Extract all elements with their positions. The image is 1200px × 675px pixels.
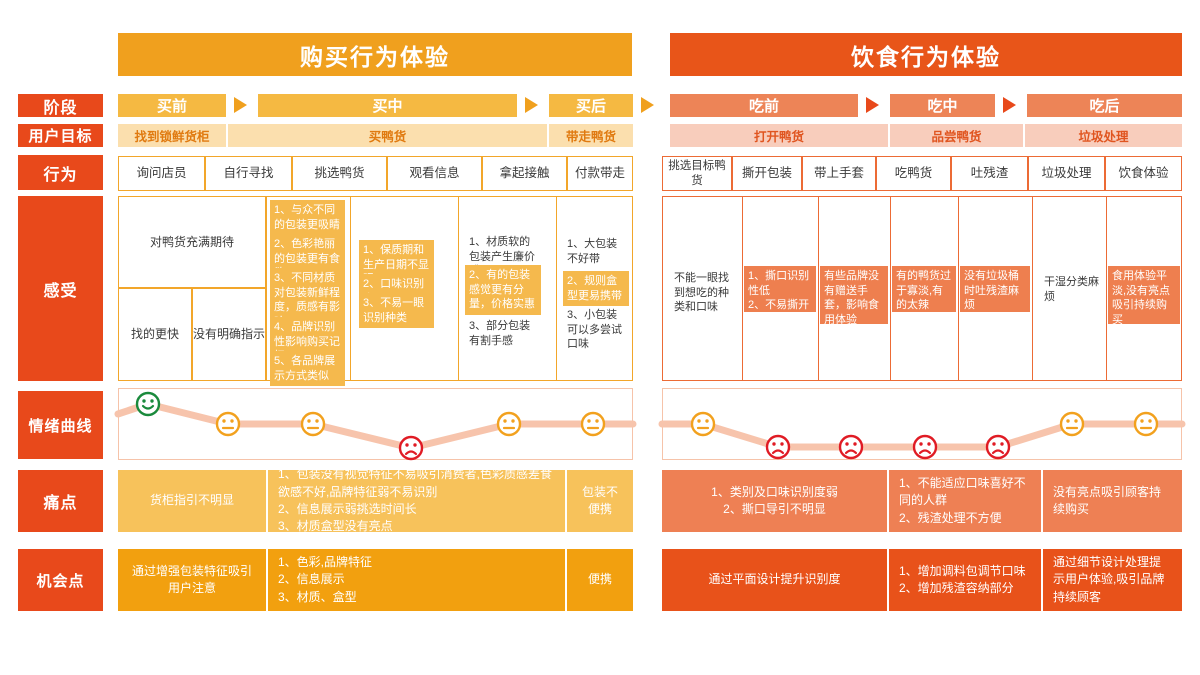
arrow-right-icon	[641, 97, 654, 113]
row-label-emotion-curve: 情绪曲线	[18, 391, 103, 459]
stage-eat-1[interactable]: 吃中	[890, 94, 995, 117]
feeling-divider	[1106, 196, 1108, 381]
feeling-buy-note-13: 3、小包装可以多尝试口味	[567, 309, 622, 351]
arrow-right-icon	[234, 97, 247, 113]
behavior-buy-0[interactable]: 询问店员	[118, 156, 205, 191]
feeling-buy-expect: 对鸭货充满期待	[118, 196, 266, 288]
arrow-right-icon	[1003, 97, 1016, 113]
behavior-eat-3[interactable]: 吃鸭货	[876, 156, 951, 191]
opportunity-eat-2: 通过细节设计处理提示用户体验,吸引品牌持续顾客	[1043, 549, 1182, 611]
feeling-buy-faster: 找的更快	[118, 288, 192, 381]
goal-buy-0: 找到锁鲜货柜	[118, 124, 226, 147]
emotion-curve-svg	[114, 400, 1186, 452]
behavior-eat-6[interactable]: 饮食体验	[1105, 156, 1182, 191]
behavior-buy-1[interactable]: 自行寻找	[205, 156, 292, 191]
feeling-buy-note-9: 2、有的包装感觉更有分量，价格实惠	[465, 265, 541, 315]
pain-point-buy-1: 1、包装没有视觉特征不易吸引消费者,色彩质感差食欲感不好,品牌特征弱不易识别 2…	[268, 467, 565, 533]
feeling-divider	[266, 196, 268, 381]
goal-buy-1: 买鸭货	[228, 124, 547, 147]
behavior-eat-5[interactable]: 垃圾处理	[1028, 156, 1105, 191]
row-label-pain-points: 痛点	[18, 470, 103, 532]
goal-buy-2: 带走鸭货	[549, 124, 633, 147]
stage-eat-2[interactable]: 吃后	[1027, 94, 1182, 117]
row-label-behavior: 行为	[18, 155, 103, 190]
opportunity-eat-0: 通过平面设计提升识别度	[662, 549, 887, 611]
goal-eat-1: 品尝鸭货	[890, 124, 1023, 147]
stage-buy-1[interactable]: 买中	[258, 94, 517, 117]
feeling-divider	[818, 196, 820, 381]
banner-buy-experience: 购买行为体验	[118, 33, 632, 76]
opportunity-buy-2: 便携	[567, 549, 633, 611]
row-label-stage: 阶段	[18, 94, 103, 117]
stage-eat-0[interactable]: 吃前	[670, 94, 858, 117]
stage-buy-0[interactable]: 买前	[118, 94, 226, 117]
pain-point-buy-2: 包装不便携	[567, 470, 633, 532]
feeling-divider	[1032, 196, 1034, 381]
arrow-right-icon	[525, 97, 538, 113]
opportunity-eat-1: 1、增加调料包调节口味 2、增加残渣容纳部分	[889, 549, 1041, 611]
pain-point-eat-2: 没有亮点吸引顾客持续购买	[1043, 470, 1182, 532]
behavior-buy-4[interactable]: 拿起接触	[482, 156, 567, 191]
feeling-divider	[958, 196, 960, 381]
behavior-eat-2[interactable]: 带上手套	[802, 156, 876, 191]
feeling-buy-note-4: 5、各品牌展示方式类似	[270, 351, 345, 387]
feeling-divider	[458, 196, 460, 381]
behavior-eat-1[interactable]: 撕开包装	[732, 156, 802, 191]
feeling-divider	[890, 196, 892, 381]
goal-eat-0: 打开鸭货	[670, 124, 888, 147]
feeling-buy-note-11: 1、大包装不好带	[567, 238, 618, 265]
pain-point-buy-0: 货柜指引不明显	[118, 470, 266, 532]
feeling-divider	[742, 196, 744, 381]
pain-point-eat-0: 1、类别及口味识别度弱 2、撕口导引不明显	[662, 470, 887, 532]
opportunity-buy-0: 通过增强包装特征吸引用户注意	[118, 549, 266, 611]
feeling-eat-5: 干湿分类麻烦	[1044, 276, 1099, 303]
behavior-buy-5[interactable]: 付款带走	[567, 156, 633, 191]
behavior-eat-0[interactable]: 挑选目标鸭货	[662, 156, 732, 191]
row-label-opportunities: 机会点	[18, 549, 103, 611]
banner-eat-experience: 饮食行为体验	[670, 33, 1182, 76]
feeling-divider	[556, 196, 558, 381]
arrow-right-icon	[866, 97, 879, 113]
pain-point-eat-1: 1、不能适应口味喜好不同的人群 2、残渣处理不方便	[889, 470, 1041, 532]
feeling-buy-note-12: 2、规则盒型更易携带	[563, 271, 629, 307]
feeling-buy-no-indication: 没有明确指示	[192, 288, 266, 381]
feeling-buy-note-10: 3、部分包装有割手感	[469, 320, 531, 347]
feeling-eat-3: 有的鸭货过于寡淡,有的太辣	[892, 266, 956, 312]
feeling-buy-note-7: 3、不易一眼识别种类	[359, 293, 434, 329]
row-label-feeling: 感受	[18, 196, 103, 381]
opportunity-buy-1: 1、色彩,品牌特征 2、信息展示 3、材质、盒型	[268, 549, 565, 611]
behavior-eat-4[interactable]: 吐残渣	[951, 156, 1028, 191]
feeling-eat-1: 1、撕口识别性低 2、不易撕开	[744, 266, 816, 312]
feeling-eat-6: 食用体验平淡,没有亮点吸引持续购买	[1108, 266, 1180, 326]
feeling-eat-4: 没有垃圾桶时吐残渣麻烦	[960, 266, 1030, 312]
row-label-goal: 用户目标	[18, 124, 103, 147]
feeling-divider	[350, 196, 352, 381]
behavior-buy-2[interactable]: 挑选鸭货	[292, 156, 387, 191]
behavior-buy-3[interactable]: 观看信息	[387, 156, 482, 191]
stage-buy-2[interactable]: 买后	[549, 94, 633, 117]
feeling-eat-2: 有些品牌没有赠送手套，影响食用体验	[820, 266, 888, 326]
feeling-buy-note-0: 1、与众不同的包装更吸睛	[270, 200, 345, 236]
goal-eat-2: 垃圾处理	[1025, 124, 1182, 147]
feeling-eat-0: 不能一眼找到想吃的种类和口味	[674, 272, 729, 314]
